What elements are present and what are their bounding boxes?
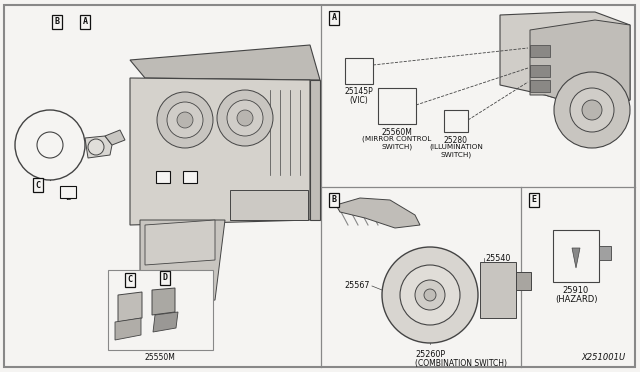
Text: A: A (83, 17, 88, 26)
Bar (516, 272, 531, 290)
Bar (183, 171, 197, 183)
Bar (553, 230, 599, 282)
Polygon shape (145, 220, 215, 265)
Circle shape (554, 72, 630, 148)
Text: 25280: 25280 (444, 136, 468, 145)
Circle shape (424, 289, 436, 301)
Polygon shape (85, 136, 112, 158)
Polygon shape (153, 312, 178, 332)
Text: D: D (163, 273, 168, 282)
Circle shape (217, 90, 273, 146)
Circle shape (570, 88, 614, 132)
Text: 25567: 25567 (344, 282, 370, 291)
Circle shape (237, 110, 253, 126)
Text: D: D (65, 193, 71, 202)
Text: 25560M: 25560M (381, 128, 412, 137)
Circle shape (167, 102, 203, 138)
Circle shape (15, 110, 85, 180)
Polygon shape (530, 20, 630, 110)
Bar (530, 65, 550, 77)
Text: (ILLUMINATION: (ILLUMINATION (429, 144, 483, 151)
Bar (60, 186, 76, 198)
Polygon shape (152, 288, 175, 315)
Bar (108, 270, 213, 350)
Circle shape (37, 132, 63, 158)
Text: 25260P: 25260P (415, 350, 445, 359)
Text: B: B (54, 17, 60, 26)
Polygon shape (500, 12, 630, 110)
Circle shape (382, 247, 478, 343)
Polygon shape (118, 292, 142, 322)
Text: 25550M: 25550M (145, 353, 175, 362)
Text: C: C (127, 276, 132, 285)
Bar (156, 171, 170, 183)
Circle shape (157, 92, 213, 148)
Text: SWITCH): SWITCH) (381, 143, 413, 150)
Text: (HAZARD): (HAZARD) (555, 295, 597, 304)
Circle shape (415, 280, 445, 310)
Bar (530, 80, 550, 92)
Text: E: E (531, 196, 536, 205)
Polygon shape (115, 318, 141, 340)
Bar (378, 88, 416, 124)
Polygon shape (130, 45, 320, 80)
Text: F: F (188, 173, 193, 183)
Polygon shape (336, 198, 420, 228)
Text: (COMBINATION SWITCH): (COMBINATION SWITCH) (415, 359, 507, 368)
Text: C: C (35, 180, 40, 189)
Circle shape (400, 265, 460, 325)
Text: SWITCH): SWITCH) (440, 151, 472, 157)
Bar (530, 45, 550, 57)
Text: 25910: 25910 (563, 286, 589, 295)
Polygon shape (572, 248, 580, 268)
Text: (MIRROR CONTROL: (MIRROR CONTROL (362, 136, 431, 142)
Text: (VIC): (VIC) (349, 96, 369, 105)
Bar (345, 58, 373, 84)
Circle shape (227, 100, 263, 136)
Bar (480, 262, 516, 318)
Polygon shape (140, 220, 225, 310)
Bar (599, 246, 611, 260)
Text: B: B (332, 196, 337, 205)
Circle shape (582, 100, 602, 120)
Text: 25145P: 25145P (344, 87, 373, 96)
Polygon shape (310, 80, 320, 220)
Text: X251001U: X251001U (581, 353, 625, 362)
Polygon shape (230, 190, 308, 220)
Polygon shape (130, 78, 310, 225)
Text: 25540: 25540 (485, 254, 510, 263)
Text: A: A (332, 13, 337, 22)
Text: E: E (161, 173, 166, 183)
Polygon shape (105, 130, 125, 145)
Circle shape (88, 139, 104, 155)
Circle shape (177, 112, 193, 128)
Bar (444, 110, 468, 132)
